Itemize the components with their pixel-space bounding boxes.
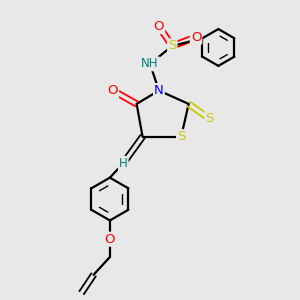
Text: O: O bbox=[154, 20, 164, 33]
Text: NH: NH bbox=[141, 57, 159, 70]
Text: O: O bbox=[108, 84, 118, 97]
Text: S: S bbox=[168, 40, 176, 52]
Text: S: S bbox=[205, 112, 214, 125]
Text: N: N bbox=[154, 84, 164, 97]
Text: O: O bbox=[105, 233, 115, 246]
Text: S: S bbox=[177, 130, 185, 143]
Text: O: O bbox=[191, 31, 201, 44]
Text: H: H bbox=[119, 157, 128, 170]
